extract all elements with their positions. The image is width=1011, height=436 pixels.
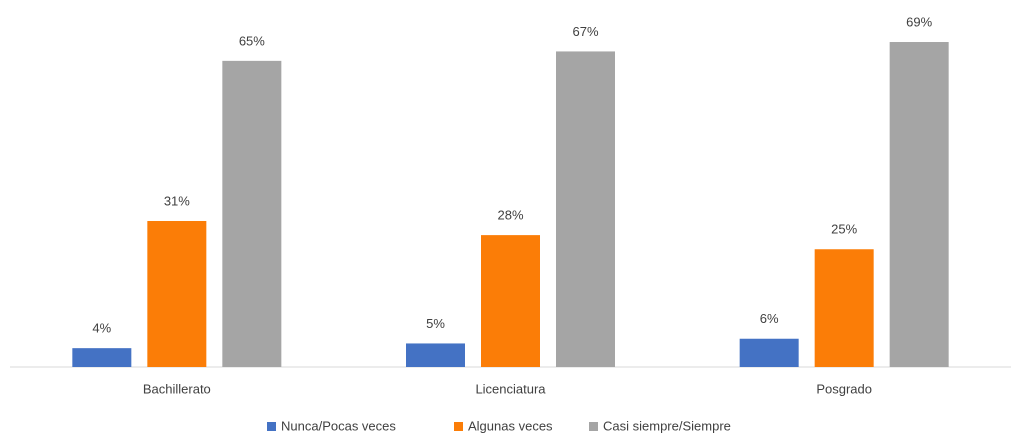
- bar: [147, 220, 207, 367]
- bar: [72, 348, 132, 367]
- legend-label: Algunas veces: [468, 418, 553, 433]
- legend-swatch: [589, 422, 598, 431]
- bar: [481, 235, 540, 367]
- bar: [556, 51, 615, 368]
- bar: [889, 42, 949, 367]
- legend-label: Casi siempre/Siempre: [603, 418, 731, 433]
- bar: [222, 60, 282, 367]
- legend-swatch: [454, 422, 463, 431]
- x-tick-label: Bachillerato: [143, 381, 211, 396]
- data-label: 31%: [164, 193, 190, 208]
- legend-swatch: [267, 422, 276, 431]
- data-label: 28%: [497, 208, 523, 223]
- data-label: 69%: [906, 14, 932, 29]
- data-label: 6%: [760, 311, 779, 326]
- bar: [739, 338, 799, 367]
- data-label: 65%: [239, 33, 265, 48]
- data-label: 67%: [572, 24, 598, 39]
- legend-label: Nunca/Pocas veces: [281, 418, 396, 433]
- x-tick-label: Licenciatura: [475, 381, 546, 396]
- data-label: 4%: [92, 321, 111, 336]
- bar: [406, 343, 465, 367]
- data-label: 5%: [426, 316, 445, 331]
- data-label: 25%: [831, 222, 857, 237]
- x-tick-label: Posgrado: [816, 381, 872, 396]
- bar: [814, 249, 874, 367]
